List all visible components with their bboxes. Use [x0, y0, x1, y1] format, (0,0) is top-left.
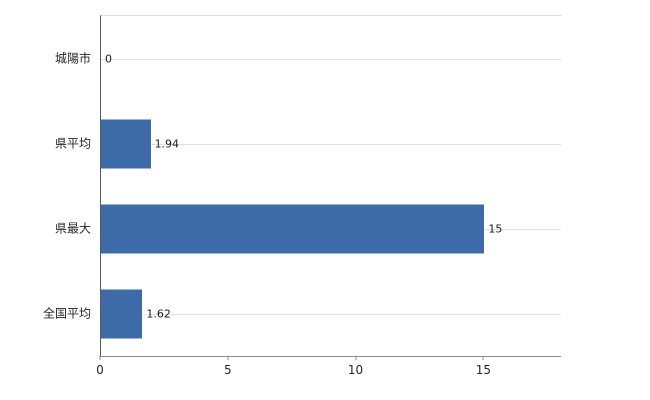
category-label: 県最大	[54, 221, 91, 235]
y-axis-labels: 城陽市県平均県最大全国平均	[0, 15, 97, 355]
x-axis-tick	[482, 356, 484, 360]
x-axis: 0 5 10 15	[96, 356, 560, 388]
x-axis-tick-label: 10	[347, 363, 364, 377]
value-label: 1.62	[146, 307, 171, 320]
gridline	[101, 58, 561, 60]
gridline	[101, 313, 561, 315]
bar	[101, 204, 485, 253]
x-axis-tick	[99, 356, 101, 360]
category-row: 1.94	[101, 101, 561, 186]
category-row: 0	[101, 16, 561, 101]
bar	[101, 119, 151, 168]
value-label: 1.94	[154, 137, 180, 150]
x-axis-tick-label: 5	[223, 363, 232, 377]
x-axis-tick	[227, 356, 229, 360]
category-label: 城陽市	[54, 51, 91, 65]
value-label: 0	[105, 52, 112, 65]
x-axis-tick-label: 15	[475, 363, 491, 377]
gridline	[101, 143, 561, 145]
x-axis-tick-label: 0	[96, 363, 104, 377]
category-label: 全国平均	[42, 306, 91, 320]
plot-area: 0 1.94 15 1.62	[100, 15, 561, 357]
x-axis-tick	[355, 356, 357, 360]
value-label: 15	[488, 222, 503, 235]
category-label: 県平均	[54, 136, 91, 150]
category-row: 1.62	[101, 271, 561, 356]
category-row: 15	[101, 186, 561, 271]
bar	[101, 289, 143, 338]
